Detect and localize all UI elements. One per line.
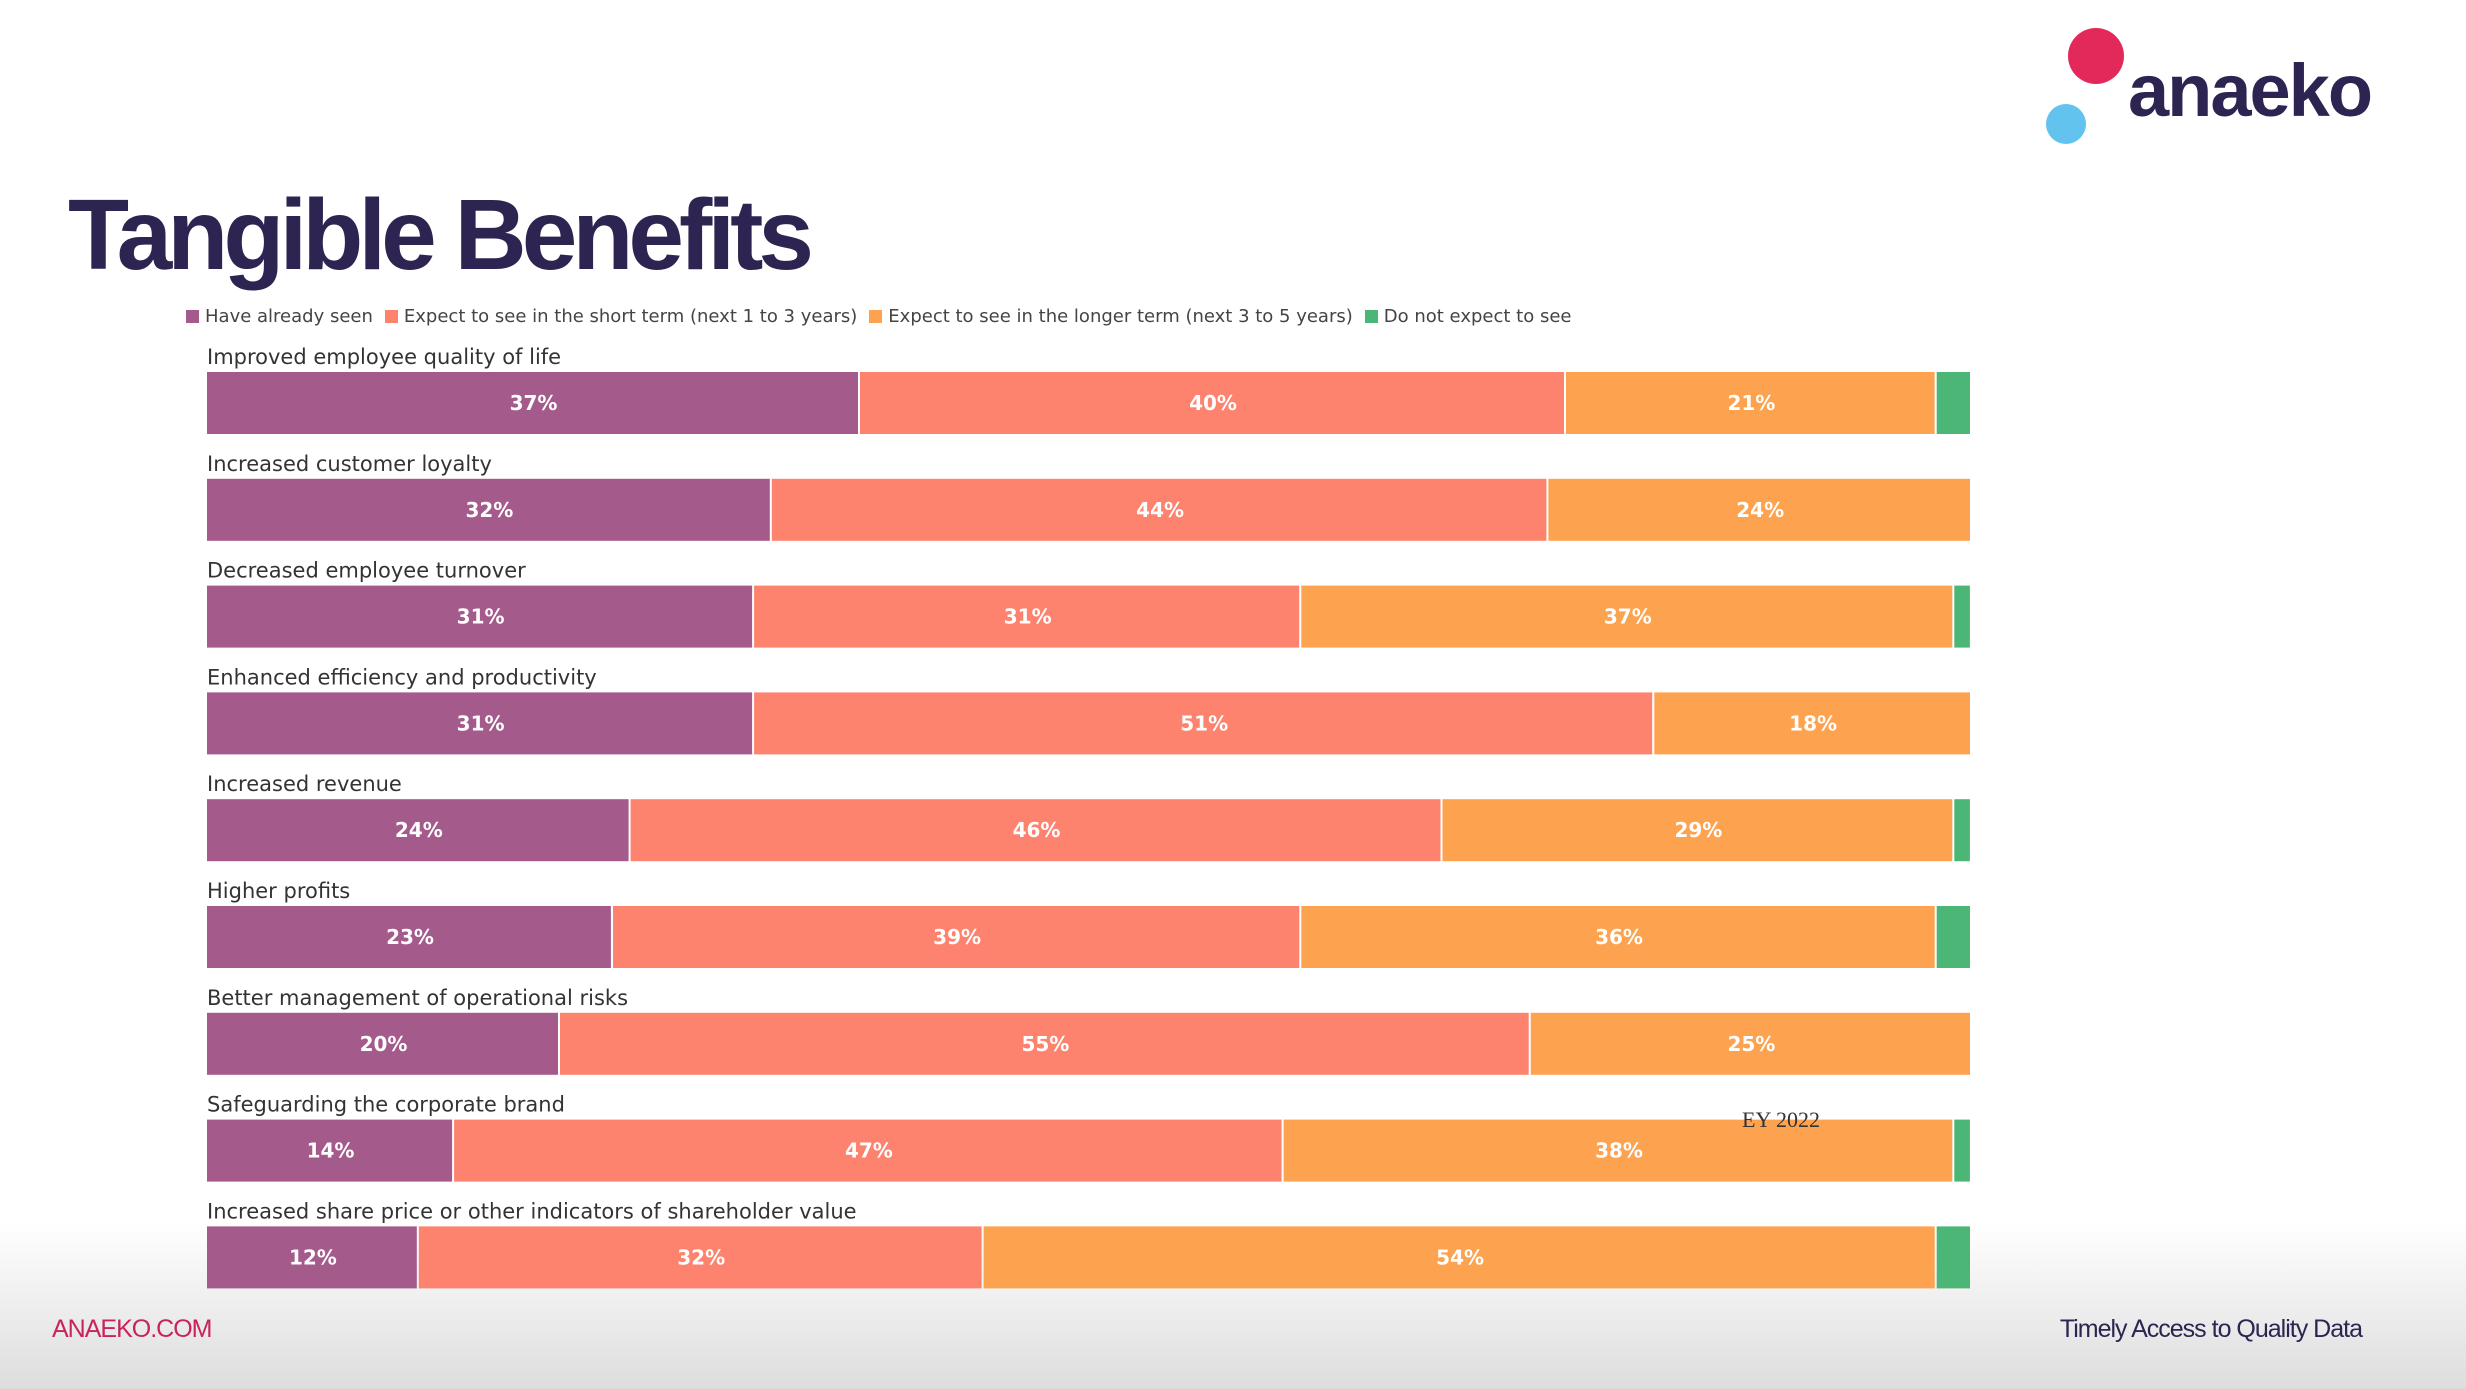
logo-text: anaeko xyxy=(2128,49,2373,132)
bar-segment-s3-r8 xyxy=(1936,1226,1970,1289)
data-label-s2-r2: 37% xyxy=(1604,605,1652,629)
data-label-s2-r8: 54% xyxy=(1436,1245,1484,1269)
category-label: Improved employee quality of life xyxy=(207,345,561,369)
data-label-s0-r2: 31% xyxy=(457,605,505,629)
data-label-s2-r0: 21% xyxy=(1727,391,1775,415)
data-label-s1-r8: 32% xyxy=(677,1245,725,1269)
bar-segment-s2-r7 xyxy=(1283,1119,1953,1182)
legend-item-1: Expect to see in the short term (next 1 … xyxy=(384,305,858,327)
bar-segment-s1-r0 xyxy=(860,372,1564,434)
data-label-s1-r1: 44% xyxy=(1136,498,1184,522)
legend-item-3: Do not expect to see xyxy=(1364,305,1572,327)
footer-tagline: Timely Access to Quality Data xyxy=(2059,1315,2363,1343)
category-label: Decreased employee turnover xyxy=(207,559,526,583)
legend-swatch-0 xyxy=(186,309,199,323)
bar-segment-s3-r7 xyxy=(1954,1119,1970,1182)
category-label: Increased share price or other indicator… xyxy=(207,1199,857,1223)
bar-segment-s0-r2 xyxy=(207,585,753,648)
legend-item-2: Expect to see in the longer term (next 3… xyxy=(869,305,1353,327)
legend-label-0: Have already seen xyxy=(205,305,373,327)
category-label: Higher profits xyxy=(207,879,350,903)
bar-segment-s2-r3 xyxy=(1654,692,1970,755)
bar-segment-s2-r8 xyxy=(983,1226,1935,1289)
bar-segment-s1-r1 xyxy=(771,478,1547,541)
bar-segment-s2-r2 xyxy=(1301,585,1953,648)
data-label-s1-r5: 39% xyxy=(933,925,981,949)
bar-segment-s1-r5 xyxy=(613,906,1300,968)
source-note: EY 2022 xyxy=(1742,1107,1821,1132)
bar-segment-s2-r5 xyxy=(1301,906,1935,968)
bar-segment-s0-r3 xyxy=(207,692,753,755)
bar-segment-s2-r1 xyxy=(1548,478,1970,541)
data-label-s1-r6: 55% xyxy=(1021,1032,1069,1056)
category-label: Increased revenue xyxy=(207,772,402,796)
bar-segment-s1-r6 xyxy=(560,1012,1529,1075)
data-label-s0-r5: 23% xyxy=(386,925,434,949)
bar-segment-s3-r0 xyxy=(1936,372,1970,434)
bar-segment-s2-r4 xyxy=(1442,799,1953,862)
legend-swatch-1 xyxy=(384,309,398,323)
bar-segment-s0-r6 xyxy=(207,1012,558,1075)
data-label-s0-r6: 20% xyxy=(360,1032,408,1056)
legend-label-2: Expect to see in the longer term (next 3… xyxy=(888,305,1353,327)
data-label-s0-r3: 31% xyxy=(457,711,505,735)
category-label: Better management of operational risks xyxy=(207,986,628,1010)
bar-segment-s2-r6 xyxy=(1530,1012,1970,1075)
data-label-s0-r0: 37% xyxy=(510,391,558,415)
data-label-s1-r7: 47% xyxy=(845,1139,893,1163)
bar-segment-s0-r7 xyxy=(207,1119,453,1182)
bar-segment-s3-r4 xyxy=(1954,799,1970,862)
anaeko-logo-icon xyxy=(2035,28,2124,144)
chart-legend: Have already seen Expect to see in the sh… xyxy=(186,305,1583,327)
category-label: Safeguarding the corporate brand xyxy=(207,1093,565,1117)
data-label-s1-r3: 51% xyxy=(1180,711,1228,735)
bar-segment-s3-r2 xyxy=(1954,585,1970,648)
category-label: Increased customer loyalty xyxy=(207,452,492,476)
data-label-s2-r1: 24% xyxy=(1736,498,1784,522)
data-label-s2-r7: 38% xyxy=(1595,1139,1643,1163)
data-label-s0-r8: 12% xyxy=(289,1245,337,1269)
bar-segment-s1-r3 xyxy=(754,692,1653,755)
bar-segment-s0-r1 xyxy=(207,478,770,541)
data-label-s2-r3: 18% xyxy=(1789,711,1837,735)
bar-segment-s1-r2 xyxy=(754,585,1300,648)
bar-segment-s1-r7 xyxy=(454,1119,1282,1182)
bar-segment-s1-r8 xyxy=(418,1226,982,1289)
data-label-s1-r4: 46% xyxy=(1013,818,1061,842)
bar-segment-s0-r8 xyxy=(207,1226,417,1289)
category-label: Enhanced efficiency and productivity xyxy=(207,665,597,689)
data-label-s2-r4: 29% xyxy=(1674,818,1722,842)
bar-segment-s3-r5 xyxy=(1936,906,1970,968)
legend-swatch-3 xyxy=(1364,309,1378,323)
legend-item-0: Have already seen xyxy=(186,306,373,327)
data-label-s1-r2: 31% xyxy=(1004,605,1052,629)
data-label-s0-r1: 32% xyxy=(465,498,513,522)
data-label-s2-r6: 25% xyxy=(1727,1032,1775,1056)
data-label-s0-r7: 14% xyxy=(307,1139,355,1163)
bar-segment-s2-r0 xyxy=(1566,372,1935,434)
legend-swatch-2 xyxy=(869,309,883,323)
data-label-s1-r0: 40% xyxy=(1189,391,1237,415)
bar-segment-s0-r0 xyxy=(207,372,858,434)
footer-website[interactable]: ANAEKO.COM xyxy=(52,1315,212,1343)
data-label-s2-r5: 36% xyxy=(1595,925,1643,949)
logo-blue-dot xyxy=(2046,104,2086,144)
slide-title: Tangible Benefits xyxy=(68,179,814,291)
logo-pink-dot xyxy=(2068,28,2124,84)
bar-segment-s0-r4 xyxy=(207,799,629,862)
bar-segment-s1-r4 xyxy=(630,799,1441,862)
data-label-s0-r4: 24% xyxy=(395,818,443,842)
legend-label-1: Expect to see in the short term (next 1 … xyxy=(403,305,858,327)
bar-segment-s0-r5 xyxy=(207,906,611,968)
legend-label-3: Do not expect to see xyxy=(1383,305,1572,327)
